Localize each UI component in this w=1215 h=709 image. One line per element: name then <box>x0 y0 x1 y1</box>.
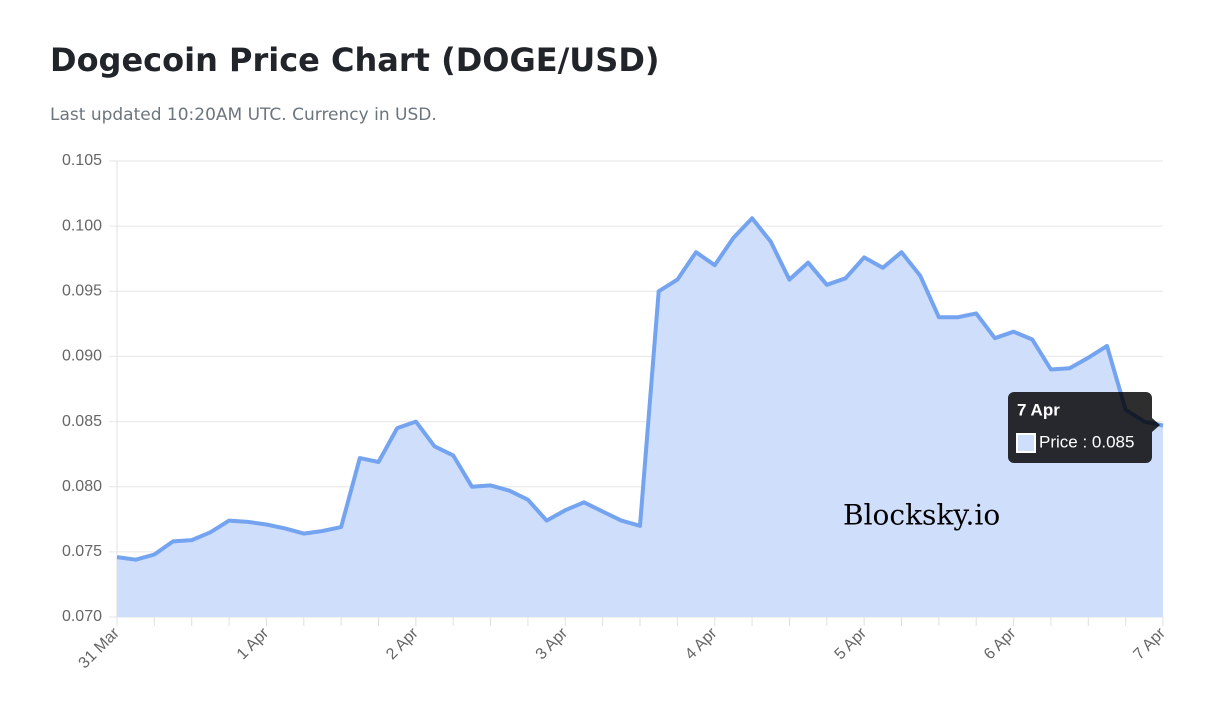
x-tick-label: 3 Apr <box>533 624 572 663</box>
tooltip-title: 7 Apr <box>1017 400 1060 419</box>
line <box>116 216 1164 562</box>
tooltip-swatch <box>1016 433 1036 453</box>
x-tick-label: 7 Apr <box>1130 624 1169 663</box>
area <box>117 218 1163 618</box>
tooltip-label: Price : 0.085 <box>1039 432 1134 451</box>
x-tick-label: 31 Mar <box>76 624 124 672</box>
tooltip-arrow <box>1152 418 1160 432</box>
y-tick-label: 0.100 <box>62 217 102 234</box>
x-tick-label: 2 Apr <box>383 624 422 663</box>
y-tick-label: 0.075 <box>62 543 102 560</box>
y-tick-label: 0.090 <box>62 348 102 365</box>
y-tick-label: 0.080 <box>62 478 102 495</box>
y-tick-label: 0.095 <box>62 283 102 300</box>
x-tick-label: 4 Apr <box>682 624 721 663</box>
x-tick-label: 1 Apr <box>234 624 273 663</box>
chart-title: Dogecoin Price Chart (DOGE/USD) <box>50 41 660 79</box>
y-tick-label: 0.105 <box>62 152 102 169</box>
watermark: Blocksky.io <box>843 499 1000 532</box>
tooltip-box <box>1008 392 1152 463</box>
x-tick-label: 6 Apr <box>981 624 1020 663</box>
chart-subtitle: Last updated 10:20AM UTC. Currency in US… <box>50 105 437 125</box>
y-tick-label: 0.070 <box>62 608 102 625</box>
tooltip: 7 Apr Price : 0.085 <box>1008 392 1160 463</box>
x-tick-label: 5 Apr <box>832 624 871 663</box>
y-tick-label: 0.085 <box>62 413 102 430</box>
